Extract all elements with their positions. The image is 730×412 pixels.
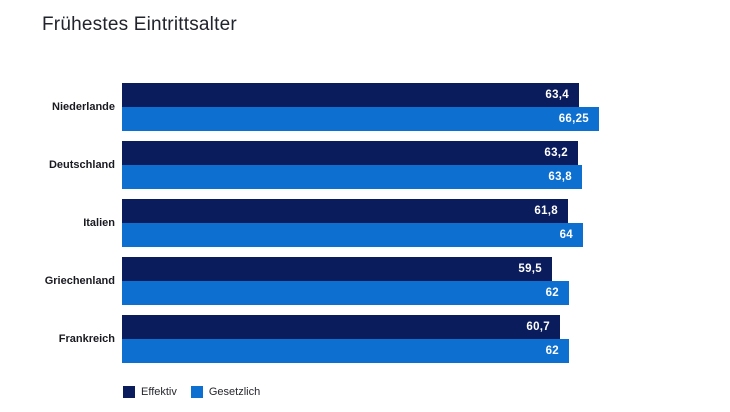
bar-value-label: 62 — [545, 345, 559, 357]
bar-group: 59,5 62 — [122, 257, 730, 305]
bar-gesetzlich: 63,8 — [122, 165, 582, 189]
category-label: Griechenland — [44, 275, 115, 287]
bar-chart: Niederlande 63,4 66,25 Deutschland 63,2 63,8 I… — [0, 83, 730, 373]
bar-row: Griechenland 59,5 62 — [0, 257, 730, 305]
bar-value-label: 64 — [559, 229, 573, 241]
legend-item-effektiv: Effektiv — [123, 386, 177, 398]
bar-value-label: 59,5 — [518, 263, 542, 275]
bar-effektiv: 63,2 — [122, 141, 578, 165]
bar-value-label: 63,4 — [545, 89, 569, 101]
legend-label-effektiv: Effektiv — [141, 386, 177, 398]
bar-value-label: 63,2 — [544, 147, 568, 159]
legend-label-gesetzlich: Gesetzlich — [208, 386, 261, 398]
category-label: Frankreich — [58, 333, 115, 345]
bar-row: Frankreich 60,7 62 — [0, 315, 730, 363]
bar-value-label: 66,25 — [558, 113, 589, 125]
bar-row: Niederlande 63,4 66,25 — [0, 83, 730, 131]
bar-group: 60,7 62 — [122, 315, 730, 363]
bar-value-label: 61,8 — [534, 205, 558, 217]
legend-swatch-gesetzlich — [190, 386, 203, 398]
bar-gesetzlich: 64 — [122, 223, 583, 247]
bar-value-label: 62 — [545, 287, 559, 299]
category-label: Deutschland — [48, 159, 115, 171]
bar-group: 63,2 63,8 — [122, 141, 730, 189]
bar-group: 63,4 66,25 — [122, 83, 730, 131]
bar-value-label: 63,8 — [548, 171, 572, 183]
category-label: Niederlande — [52, 101, 115, 113]
bar-effektiv: 63,4 — [122, 83, 579, 107]
bar-row: Deutschland 63,2 63,8 — [0, 141, 730, 189]
bar-gesetzlich: 62 — [122, 281, 569, 305]
legend-item-gesetzlich: Gesetzlich — [190, 386, 261, 398]
bar-effektiv: 59,5 — [122, 257, 552, 281]
legend-swatch-effektiv — [123, 386, 135, 398]
bar-effektiv: 61,8 — [122, 199, 568, 223]
bar-value-label: 60,7 — [526, 321, 550, 333]
chart-legend: Effektiv Gesetzlich — [123, 386, 260, 398]
bar-gesetzlich: 62 — [122, 339, 569, 363]
chart-title: Frühestes Eintrittsalter — [42, 14, 237, 35]
bar-row: Italien 61,8 64 — [0, 199, 730, 247]
bar-group: 61,8 64 — [122, 199, 730, 247]
category-label: Italien — [83, 217, 115, 229]
bar-gesetzlich: 66,25 — [122, 107, 599, 131]
bar-effektiv: 60,7 — [122, 315, 560, 339]
